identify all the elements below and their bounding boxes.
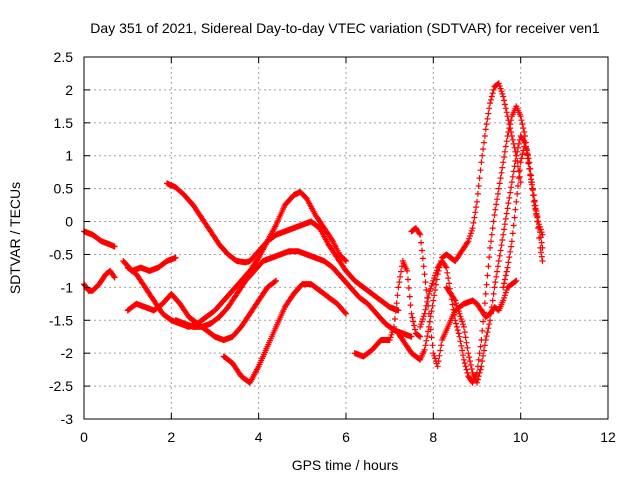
y-tick-label: -1.5	[49, 312, 73, 328]
x-tick-label: 12	[600, 429, 616, 445]
y-tick-label: 1.5	[54, 115, 74, 131]
y-tick-label: -0.5	[49, 246, 73, 262]
y-tick-label: 2.5	[54, 49, 74, 65]
x-axis-label: GPS time / hours	[292, 457, 399, 473]
data-point-markers	[164, 180, 402, 314]
data-marks	[81, 80, 546, 386]
x-tick-label: 2	[167, 429, 175, 445]
data-point-markers	[351, 258, 424, 360]
data-point-markers	[81, 267, 118, 294]
series-arc-15	[500, 139, 546, 291]
data-point-markers	[124, 290, 201, 327]
data-point-markers	[194, 277, 280, 343]
series-arc-8	[194, 277, 280, 343]
y-axis-label: SDTVAR / TECUs	[7, 182, 23, 294]
series-arc-10	[351, 258, 424, 360]
y-tick-label: 0	[65, 214, 73, 230]
y-tick-label: -2.5	[49, 378, 73, 394]
x-tick-label: 8	[429, 429, 437, 445]
y-tick-label: -2	[61, 345, 74, 361]
y-tick-label: -3	[61, 411, 74, 427]
data-point-markers	[220, 281, 349, 386]
grid	[84, 57, 608, 419]
series-arc-4	[124, 290, 201, 327]
series-arc-1	[81, 228, 118, 250]
x-tick-label: 4	[255, 429, 263, 445]
y-tick-label: 1	[65, 148, 73, 164]
axis-ticks: 0 2 4 6 8 10 12 -3 -2.5 -2 -1.5 -1 -0.5 0 0.5 1 1.5 2 2.5	[49, 49, 616, 445]
x-tick-label: 10	[513, 429, 529, 445]
series-arc-9	[220, 281, 349, 386]
series-arc-2	[81, 267, 118, 294]
data-point-markers	[500, 139, 546, 291]
data-point-markers	[81, 228, 118, 250]
y-tick-label: -1	[61, 279, 74, 295]
series-arc-6	[164, 180, 402, 314]
y-tick-label: 0.5	[54, 181, 74, 197]
x-tick-label: 0	[80, 429, 88, 445]
chart-title: Day 351 of 2021, Sidereal Day-to-day VTE…	[90, 20, 600, 36]
y-tick-label: 2	[65, 82, 73, 98]
x-tick-label: 6	[342, 429, 350, 445]
